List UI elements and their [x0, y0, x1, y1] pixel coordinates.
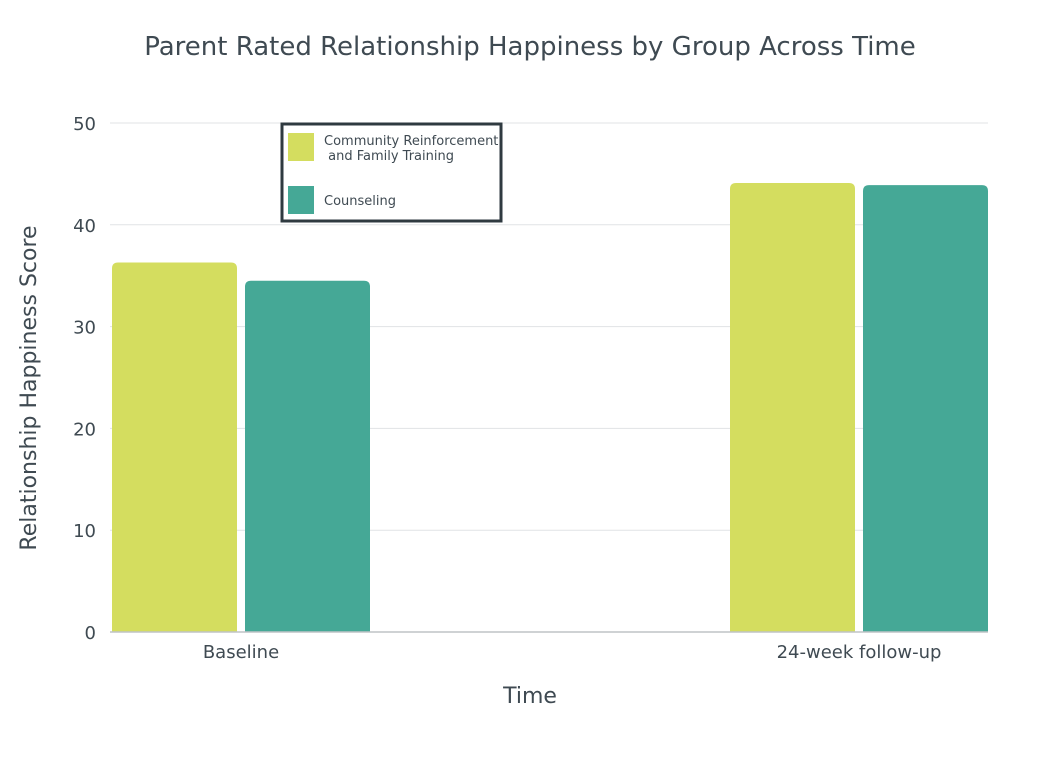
x-tick-label: Baseline	[203, 642, 279, 663]
legend-label-line: Counseling	[324, 194, 396, 209]
bar	[245, 280, 370, 632]
legend: Community Reinforcement and Family Train…	[280, 122, 503, 223]
legend-box	[280, 122, 503, 223]
legend-swatch	[288, 133, 314, 161]
legend-swatch	[288, 186, 314, 214]
y-axis-label: Relationship Happiness Score	[17, 225, 42, 550]
y-tick-label: 50	[73, 114, 96, 135]
chart-title: Parent Rated Relationship Happiness by G…	[144, 32, 916, 62]
x-tick-label: 24-week follow-up	[777, 642, 942, 663]
x-axis-label: Time	[502, 684, 557, 709]
y-tick-label: 30	[73, 318, 96, 339]
y-tick-label: 20	[73, 419, 96, 440]
gridlines	[110, 122, 988, 531]
bars	[112, 183, 988, 632]
y-tick-label: 0	[85, 623, 96, 644]
bar	[863, 185, 988, 632]
axes: 0 10 20 30 40 50 Baseline 24-week follow-up	[73, 114, 988, 663]
legend-label: Counseling	[324, 194, 396, 209]
y-tick-label: 40	[73, 216, 96, 237]
bar	[112, 262, 237, 632]
legend-label-line: Community Reinforcement	[324, 134, 498, 149]
legend-label-line: and Family Training	[324, 149, 454, 164]
legend-label: Community Reinforcement and Family Train…	[324, 134, 498, 164]
y-tick-label: 10	[73, 521, 96, 542]
bar	[730, 183, 855, 632]
